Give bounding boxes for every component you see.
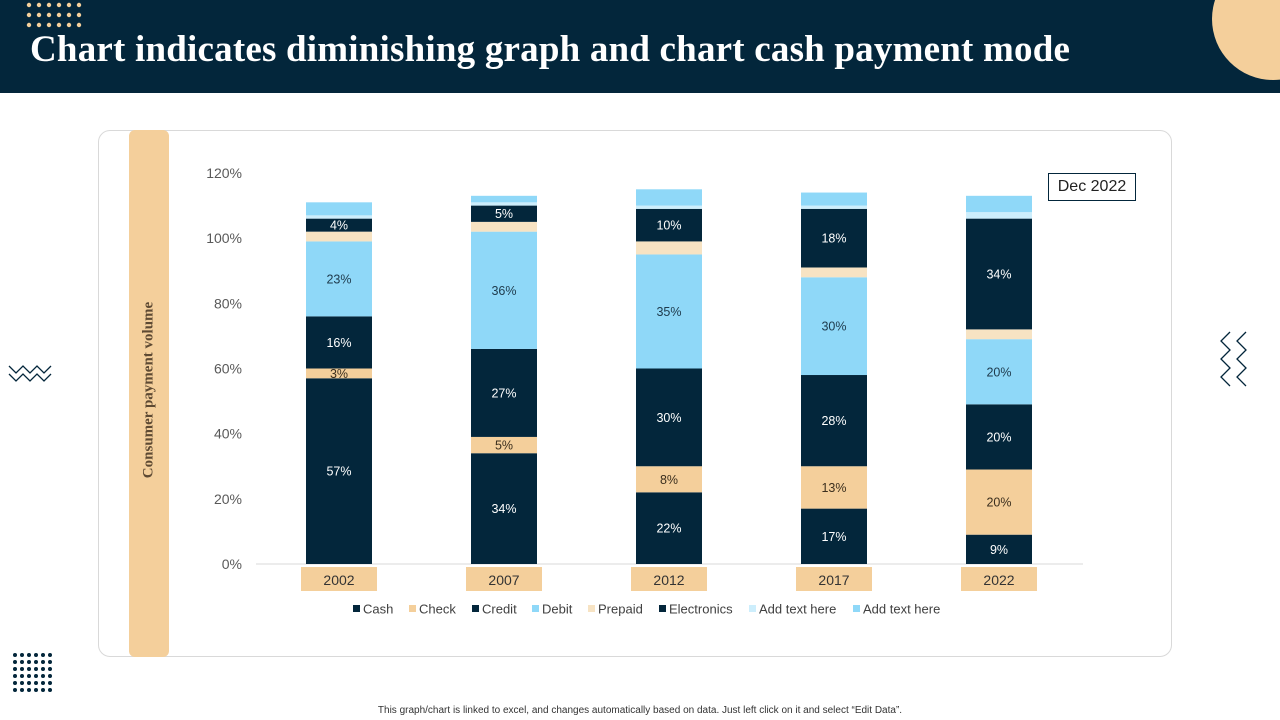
decorative-circle (1212, 0, 1280, 80)
y-axis-band (129, 130, 169, 657)
y-axis-label: Consumer payment volume (140, 301, 157, 479)
zigzag-icon (8, 365, 52, 382)
chart-card (98, 130, 1172, 657)
page-title: Chart indicates diminishing graph and ch… (30, 29, 1071, 70)
date-badge: Dec 2022 (1048, 173, 1136, 201)
dot-grid-icon (26, 2, 82, 28)
footnote: This graph/chart is linked to excel, and… (377, 705, 903, 716)
header-bar: Chart indicates diminishing graph and ch… (0, 0, 1280, 93)
dot-grid-icon (13, 653, 52, 692)
zigzag-icon (1220, 331, 1247, 387)
